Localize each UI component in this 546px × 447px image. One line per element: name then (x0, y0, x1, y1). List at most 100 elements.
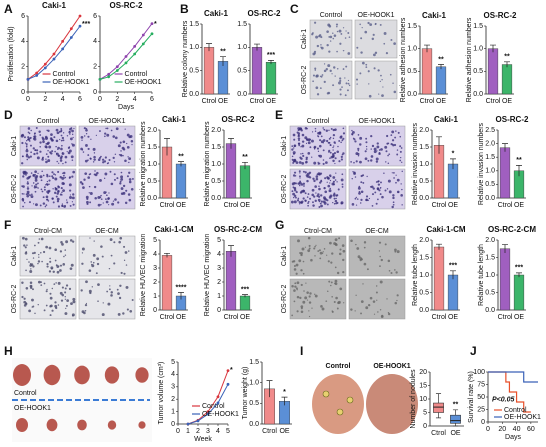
cell (120, 177, 124, 181)
cell (381, 79, 383, 81)
cell (296, 289, 298, 291)
cell (28, 137, 31, 140)
cell (307, 138, 311, 142)
y-tick-label: 2 (171, 396, 175, 403)
cell (110, 182, 114, 186)
cell (81, 262, 84, 265)
cell (336, 25, 338, 28)
cell (330, 144, 332, 146)
cell (85, 127, 88, 130)
cell (391, 139, 395, 142)
cell (35, 183, 38, 186)
cell (320, 305, 323, 308)
cell (365, 195, 369, 198)
cell (388, 269, 391, 272)
cell (110, 291, 113, 294)
cell (33, 203, 35, 205)
cell (46, 129, 48, 132)
y-tick-label: 0.0 (249, 421, 259, 428)
cell (69, 239, 73, 242)
cell (312, 204, 315, 207)
cell (34, 149, 37, 152)
cell (71, 196, 75, 200)
x-tick-label: Ctrol (486, 98, 501, 105)
cell (339, 287, 343, 291)
cell (331, 73, 333, 75)
y-tick-label: 1.0 (407, 46, 417, 53)
cell (46, 265, 49, 268)
cell (47, 155, 50, 158)
cell (45, 160, 48, 164)
legend-label: Control (125, 71, 148, 78)
legend-label: OE-HOOK1 (125, 79, 162, 86)
cell (400, 147, 403, 149)
cell (328, 50, 331, 53)
cell (117, 312, 121, 316)
cell (320, 36, 323, 39)
cell (383, 172, 385, 175)
cell (25, 140, 28, 142)
error-bar (502, 143, 508, 152)
cell (380, 258, 383, 262)
cell (362, 283, 364, 285)
bar (501, 64, 513, 95)
chart-title: OS-RC-2 (110, 1, 143, 10)
x-tick-label: 4 (61, 96, 65, 103)
cell (119, 141, 122, 144)
x-tick-label: 4 (133, 96, 137, 103)
cell (103, 191, 107, 195)
x-tick-label: Ctrol (250, 98, 265, 105)
cell (22, 175, 25, 178)
cell (317, 250, 320, 252)
bar (239, 295, 251, 311)
cell (61, 203, 64, 205)
cell (365, 145, 368, 148)
cell (109, 288, 111, 291)
cell (322, 149, 325, 152)
x-tick-label: OE (176, 202, 186, 209)
cell (314, 21, 317, 24)
x-tick-label: Ctrol (432, 202, 447, 209)
nodule (346, 396, 354, 404)
cell (52, 201, 55, 204)
cell (357, 186, 361, 190)
cell (318, 201, 321, 203)
y-tick-label: 0.5 (485, 181, 495, 188)
cell (307, 141, 311, 145)
point (69, 27, 73, 31)
cell (123, 272, 126, 275)
cell (109, 285, 111, 287)
cell (372, 300, 376, 303)
column-label: Control (37, 118, 60, 125)
cell (61, 191, 63, 194)
cell (64, 254, 67, 256)
cell (45, 142, 48, 145)
cell (40, 179, 43, 182)
cell (310, 258, 313, 262)
cell (325, 161, 328, 164)
cell (84, 303, 88, 307)
y-tick-label: 1.5 (249, 359, 259, 366)
cell (357, 147, 360, 150)
cell (71, 143, 75, 147)
survival-curve (488, 371, 538, 383)
cell (46, 262, 49, 266)
point (196, 419, 200, 423)
cell (374, 191, 377, 194)
cell (61, 293, 65, 297)
cell (328, 280, 331, 283)
cell (352, 137, 355, 140)
cell (329, 69, 332, 72)
cell (54, 259, 57, 262)
cell (316, 194, 319, 198)
cell (359, 136, 363, 140)
cell (375, 181, 378, 183)
cell (379, 265, 381, 267)
cell (333, 152, 337, 155)
cell (380, 181, 382, 184)
cell (336, 307, 339, 310)
cell (354, 310, 356, 312)
cell (51, 267, 53, 270)
cell (333, 66, 336, 69)
cell (49, 296, 53, 300)
